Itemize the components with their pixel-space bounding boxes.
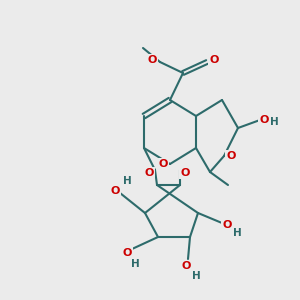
Text: O: O (122, 248, 132, 258)
Text: H: H (270, 117, 278, 127)
Text: O: O (144, 168, 154, 178)
Text: O: O (158, 159, 168, 169)
Text: O: O (180, 168, 190, 178)
Text: O: O (110, 186, 120, 196)
Text: H: H (192, 271, 200, 281)
Text: O: O (147, 55, 157, 65)
Text: H: H (123, 176, 131, 186)
Text: O: O (259, 115, 269, 125)
Text: H: H (130, 259, 140, 269)
Text: O: O (209, 55, 219, 65)
Text: O: O (181, 261, 191, 271)
Text: H: H (232, 228, 242, 238)
Text: O: O (226, 151, 236, 161)
Text: O: O (222, 220, 232, 230)
